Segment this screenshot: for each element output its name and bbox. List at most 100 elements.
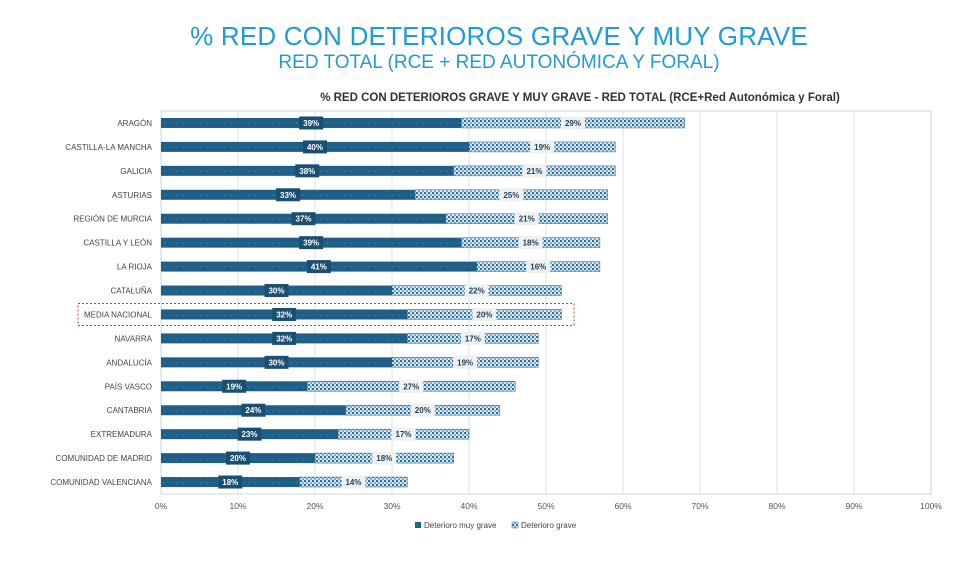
data-label-grave: 19%: [534, 143, 550, 152]
data-label-muy-grave: 39%: [303, 119, 319, 128]
data-label-grave: 29%: [565, 119, 581, 128]
data-label-bg: [226, 451, 250, 465]
legend-label-grave: Deterioro grave: [521, 521, 577, 530]
data-label-bg: [299, 236, 324, 250]
x-tick-label: 40%: [460, 501, 477, 511]
category-label: CATALUÑA: [111, 287, 153, 296]
data-label-bg: [518, 236, 543, 250]
data-label-bg: [472, 307, 497, 321]
x-tick-label: 80%: [768, 501, 785, 511]
data-label-bg: [464, 284, 489, 298]
data-label-muy-grave: 20%: [230, 454, 246, 463]
data-label-bg: [514, 212, 539, 226]
category-label: ASTURIAS: [112, 191, 152, 200]
category-label: REGIÓN DE MURCIA: [73, 215, 152, 224]
data-label-grave: 22%: [469, 287, 485, 296]
data-label-bg: [241, 403, 266, 417]
data-label-grave: 20%: [476, 310, 492, 319]
category-label: PAÍS VASCO: [105, 382, 152, 391]
data-label-bg: [372, 451, 397, 465]
x-tick-label: 70%: [691, 501, 708, 511]
data-label-bg: [295, 164, 320, 178]
category-label: CASTILLA Y LEÓN: [83, 239, 152, 248]
category-label: CANTABRIA: [107, 406, 153, 415]
category-label: EXTREMADURA: [91, 430, 153, 439]
data-label-grave: 17%: [465, 334, 481, 343]
data-label-muy-grave: 30%: [268, 287, 284, 296]
data-label-bg: [222, 379, 247, 393]
data-label-bg: [522, 164, 547, 178]
data-label-muy-grave: 41%: [311, 263, 327, 272]
category-label: COMUNIDAD DE MADRID: [56, 454, 153, 463]
data-label-bg: [560, 116, 585, 130]
category-label: ANDALUCÍA: [106, 358, 152, 367]
x-tick-label: 60%: [614, 501, 631, 511]
data-label-muy-grave: 24%: [245, 406, 261, 415]
x-tick-label: 30%: [383, 501, 400, 511]
highlight-box: [77, 302, 575, 326]
data-label-bg: [460, 331, 485, 345]
data-label-bg: [399, 379, 424, 393]
data-label-bg: [264, 355, 289, 369]
data-label-muy-grave: 40%: [307, 143, 323, 152]
data-label-bg: [291, 212, 316, 226]
legend-label-muy-grave: Deterioro muy grave: [424, 521, 497, 530]
data-label-bg: [264, 284, 289, 298]
data-label-muy-grave: 30%: [268, 358, 284, 367]
category-label: ARAGÓN: [117, 119, 152, 128]
data-label-muy-grave: 19%: [226, 382, 242, 391]
data-label-bg: [306, 260, 331, 274]
page-title: % RED CON DETERIOROS GRAVE Y MUY GRAVE: [190, 21, 808, 51]
data-label-bg: [299, 116, 324, 130]
data-label-muy-grave: 38%: [299, 167, 315, 176]
data-label-bg: [276, 188, 301, 202]
data-label-bg: [218, 475, 243, 489]
legend-swatch-grave: [511, 521, 519, 529]
data-label-bg: [453, 355, 478, 369]
data-label-grave: 18%: [523, 239, 539, 248]
category-label: CASTILLA-LA MANCHA: [65, 143, 152, 152]
data-label-bg: [303, 140, 327, 154]
data-label-muy-grave: 37%: [295, 215, 311, 224]
data-label-grave: 25%: [503, 191, 519, 200]
data-label-muy-grave: 18%: [222, 478, 238, 487]
data-label-grave: 21%: [519, 215, 535, 224]
data-label-muy-grave: 32%: [276, 310, 292, 319]
page-subtitle: RED TOTAL (RCE + RED AUTONÓMICA Y FORAL): [278, 52, 720, 73]
data-label-muy-grave: 39%: [303, 239, 319, 248]
data-label-bg: [526, 260, 551, 274]
x-tick-label: 20%: [306, 501, 323, 511]
x-tick-label: 0%: [155, 501, 168, 511]
category-label: GALICIA: [120, 167, 152, 176]
data-label-grave: 17%: [396, 430, 412, 439]
data-label-muy-grave: 23%: [242, 430, 258, 439]
data-label-grave: 21%: [526, 167, 542, 176]
x-tick-label: 100%: [920, 501, 942, 511]
data-label-muy-grave: 33%: [280, 191, 296, 200]
data-label-grave: 14%: [345, 478, 361, 487]
legend-swatch-muy-grave: [415, 522, 421, 528]
data-label-bg: [391, 427, 416, 441]
x-tick-label: 50%: [537, 501, 554, 511]
data-label-grave: 19%: [457, 358, 473, 367]
x-tick-label: 10%: [229, 501, 246, 511]
data-label-bg: [410, 403, 435, 417]
category-label: COMUNIDAD VALENCIANA: [50, 478, 152, 487]
data-label-grave: 18%: [376, 454, 392, 463]
data-label-grave: 27%: [403, 382, 419, 391]
category-label: LA RIOJA: [117, 263, 153, 272]
category-label: MEDIA NACIONAL: [84, 310, 153, 319]
data-label-bg: [272, 307, 297, 321]
data-label-bg: [272, 331, 297, 345]
data-label-muy-grave: 32%: [276, 334, 292, 343]
data-label-bg: [530, 140, 555, 154]
data-label-grave: 16%: [530, 263, 546, 272]
data-label-bg: [237, 427, 262, 441]
data-label-grave: 20%: [415, 406, 431, 415]
data-label-bg: [499, 188, 524, 202]
data-label-bg: [341, 475, 366, 489]
category-label: NAVARRA: [115, 334, 153, 343]
chart-title: % RED CON DETERIOROS GRAVE Y MUY GRAVE -…: [320, 92, 840, 104]
x-tick-label: 90%: [845, 501, 862, 511]
